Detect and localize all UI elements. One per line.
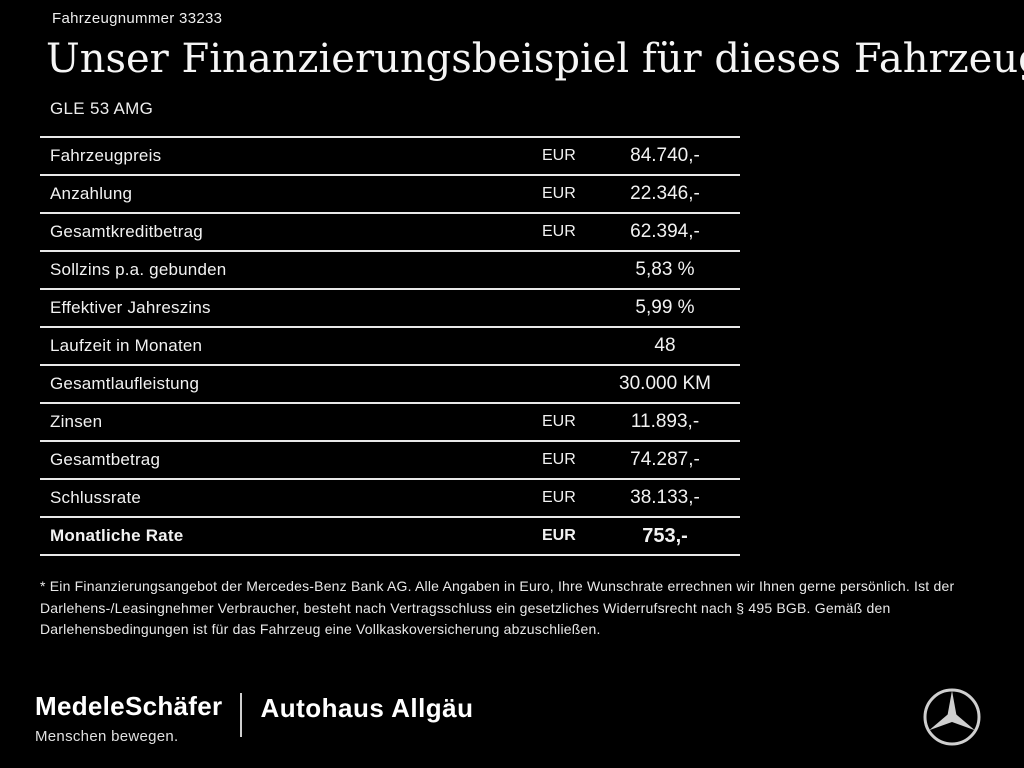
table-row: Sollzins p.a. gebunden 5,83 % [40,252,740,290]
row-label: Schlussrate [50,488,142,507]
row-value: 753,- [642,524,688,547]
row-currency: EUR [542,223,576,240]
row-label: Anzahlung [50,184,133,203]
row-currency: EUR [542,185,576,202]
table-row: Anzahlung EUR 22.346,- [40,176,740,214]
vehicle-model: GLE 53 AMG [50,99,154,118]
row-label: Gesamtlaufleistung [50,374,200,393]
footer: MedeleSchäfer Menschen bewegen. Autohaus… [35,692,984,752]
row-value: 22.346,- [630,183,700,204]
table-row: Gesamtbetrag EUR 74.287,- [40,442,740,480]
row-label: Zinsen [50,412,103,431]
row-label: Monatliche Rate [50,526,184,545]
dealer-logo-medele-schaefer: MedeleSchäfer Menschen bewegen. [35,692,222,745]
row-value: 48 [654,335,676,356]
row-value: 74.287,- [630,449,700,470]
dealer-primary-name: MedeleSchäfer [35,691,223,721]
row-value: 62.394,- [630,221,700,242]
row-currency: EUR [542,489,576,506]
table-row: Schlussrate EUR 38.133,- [40,480,740,518]
page-title: Unser Finanzierungsbeispiel für dieses F… [46,36,1024,82]
row-label: Effektiver Jahreszins [50,298,211,317]
table-row: Fahrzeugpreis EUR 84.740,- [40,138,740,176]
row-label: Gesamtbetrag [50,450,161,469]
vehicle-number: Fahrzeugnummer 33233 [52,10,223,27]
row-value: 30.000 KM [619,373,711,394]
row-value: 84.740,- [630,145,700,166]
row-value: 11.893,- [630,411,700,432]
row-label: Sollzins p.a. gebunden [50,260,227,279]
row-label: Fahrzeugpreis [50,146,162,165]
row-currency: EUR [542,451,576,468]
dealer-logo-autohaus-allgaeu: Autohaus Allgäu [260,693,474,723]
mercedes-star-icon [922,687,982,747]
dealer-tagline: Menschen bewegen. [35,727,179,745]
row-label: Laufzeit in Monaten [50,336,203,355]
row-value: 5,99 % [635,297,695,318]
table-row: Zinsen EUR 11.893,- [40,404,740,442]
row-value: 38.133,- [630,487,700,508]
table-row: Gesamtkreditbetrag EUR 62.394,- [40,214,740,252]
row-value: 5,83 % [635,259,695,280]
table-row: Effektiver Jahreszins 5,99 % [40,290,740,328]
table-row: Laufzeit in Monaten 48 [40,328,740,366]
row-currency: EUR [542,147,576,164]
row-label: Gesamtkreditbetrag [50,222,203,241]
table-row-monthly-rate: Monatliche Rate EUR 753,- [40,518,740,556]
legal-footnote: * Ein Finanzierungsangebot der Mercedes-… [40,578,955,638]
financing-table: Fahrzeugpreis EUR 84.740,- Anzahlung EUR… [40,136,740,556]
table-row: Gesamtlaufleistung 30.000 KM [40,366,740,404]
footer-divider [240,693,243,737]
row-currency: EUR [542,413,576,430]
row-currency: EUR [542,527,576,544]
